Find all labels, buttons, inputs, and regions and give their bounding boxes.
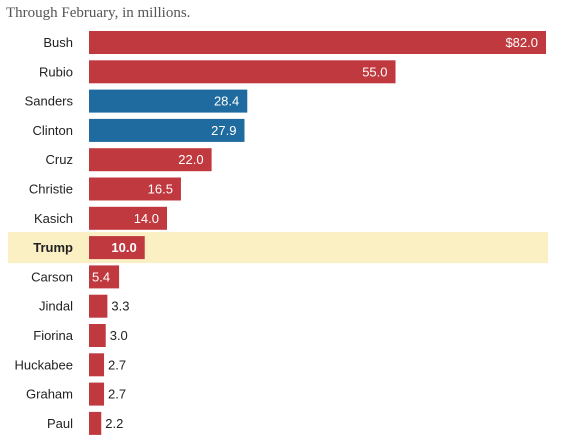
bar-sanders [89,89,248,113]
category-label-paul: Paul [47,416,73,431]
value-label-bush: $82.0 [505,35,538,50]
bar-paul [89,411,102,435]
category-label-trump: Trump [33,240,73,255]
category-label-cruz: Cruz [46,152,73,167]
category-label-graham: Graham [26,387,73,402]
category-label-carson: Carson [31,269,73,284]
value-label-trump: 10.0 [111,240,136,255]
bar-kasich [89,206,168,230]
category-label-fiorina: Fiorina [33,328,74,343]
bar-cruz [89,148,212,172]
bar-fiorina [89,324,106,347]
value-label-paul: 2.2 [105,416,123,431]
category-label-jindal: Jindal [39,299,73,314]
value-label-carson: 5.4 [92,269,110,284]
category-label-huckabee: Huckabee [14,357,73,372]
value-label-sanders: 28.4 [214,94,239,109]
value-label-huckabee: 2.7 [108,357,126,372]
bar-trump [89,236,145,260]
chart-subtitle: Through February, in millions. [6,5,190,21]
bar-clinton [89,118,245,142]
bar-rubio [89,60,396,84]
category-label-christie: Christie [29,182,73,197]
bar-jindal [89,294,108,318]
value-label-kasich: 14.0 [134,211,159,226]
category-label-rubio: Rubio [39,64,73,79]
category-label-sanders: Sanders [25,94,74,109]
value-label-graham: 2.7 [108,387,126,402]
category-label-kasich: Kasich [34,211,73,226]
value-label-cruz: 22.0 [178,152,203,167]
bar-huckabee [89,353,105,377]
bars-group: Bush $82.0 Rubio 55.0 Sanders 28.4 Clinton 27.9… [8,31,548,435]
bar-bush [89,31,546,54]
category-label-bush: Bush [43,35,73,50]
value-label-clinton: 27.9 [211,123,236,138]
bar-carson [89,265,120,289]
bar-graham [89,382,105,406]
bar-christie [89,177,181,201]
value-label-rubio: 55.0 [362,64,387,79]
value-label-jindal: 3.3 [111,299,129,314]
value-label-fiorina: 3.0 [110,328,128,343]
category-label-clinton: Clinton [33,123,73,138]
value-label-christie: 16.5 [148,182,173,197]
